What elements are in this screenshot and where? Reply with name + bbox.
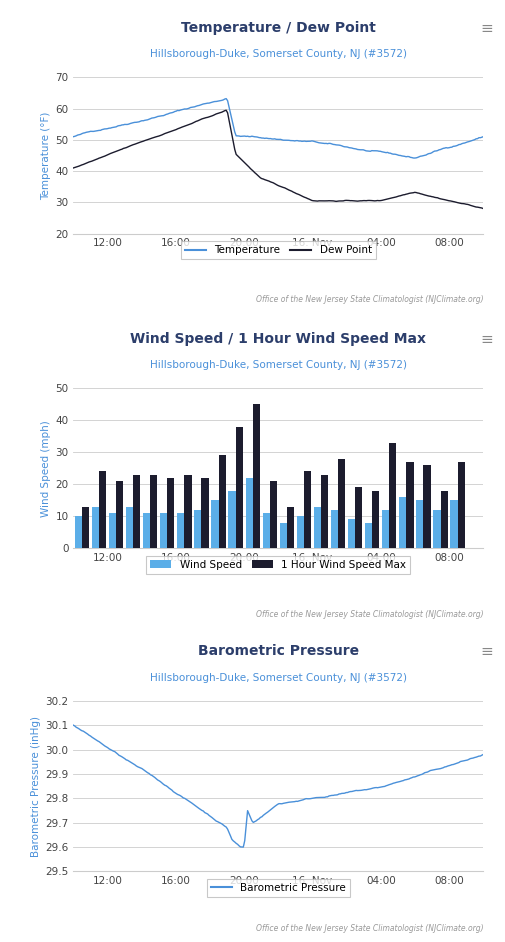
Bar [388,443,396,548]
Bar [201,478,208,548]
Bar [457,462,464,548]
Bar [304,471,311,548]
Bar [416,500,423,548]
Text: Office of the New Jersey State Climatologist (NJClimate.org): Office of the New Jersey State Climatolo… [255,609,482,619]
Bar [406,462,413,548]
Bar [116,481,123,548]
Bar [160,513,167,548]
Bar [320,475,328,548]
Bar [167,478,174,548]
Bar [440,491,447,548]
Bar [269,481,276,548]
Bar [211,500,218,548]
Text: Temperature / Dew Point: Temperature / Dew Point [180,21,375,35]
Text: Office of the New Jersey State Climatologist (NJClimate.org): Office of the New Jersey State Climatolo… [255,295,482,304]
Bar [91,507,99,548]
Bar [82,507,89,548]
Text: ≡: ≡ [480,21,492,36]
Bar [355,487,362,548]
Bar [109,513,116,548]
Bar [398,497,406,548]
Text: Hillsborough-Duke, Somerset County, NJ (#3572): Hillsborough-Duke, Somerset County, NJ (… [149,673,406,683]
Bar [75,516,82,548]
Bar [372,491,379,548]
Text: Hillsborough-Duke, Somerset County, NJ (#3572): Hillsborough-Duke, Somerset County, NJ (… [149,49,406,59]
Bar [228,491,235,548]
Bar [99,471,106,548]
Y-axis label: Barometric Pressure (inHg): Barometric Pressure (inHg) [31,716,41,856]
Text: ≡: ≡ [480,332,492,347]
Bar [423,465,430,548]
Bar [330,510,337,548]
Bar [194,510,201,548]
Bar [252,404,260,548]
Text: Wind Speed / 1 Hour Wind Speed Max: Wind Speed / 1 Hour Wind Speed Max [130,332,425,346]
Bar [126,507,133,548]
Bar [286,507,293,548]
Bar [279,523,286,548]
Legend: Temperature, Dew Point: Temperature, Dew Point [180,241,375,259]
Bar [143,513,150,548]
Bar [296,516,304,548]
Bar [133,475,140,548]
Bar [245,478,252,548]
Bar [235,427,242,548]
Y-axis label: Temperature (°F): Temperature (°F) [41,111,51,200]
Bar [364,523,372,548]
Legend: Barometric Pressure: Barometric Pressure [206,879,349,897]
Bar [381,510,388,548]
Bar [347,519,355,548]
Bar [432,510,440,548]
Y-axis label: Wind Speed (mph): Wind Speed (mph) [41,420,51,516]
Bar [313,507,320,548]
Text: Hillsborough-Duke, Somerset County, NJ (#3572): Hillsborough-Duke, Somerset County, NJ (… [149,360,406,370]
Text: Barometric Pressure: Barometric Pressure [197,644,358,658]
Bar [262,513,269,548]
Bar [177,513,184,548]
Bar [337,459,344,548]
Bar [184,475,191,548]
Text: Office of the New Jersey State Climatologist (NJClimate.org): Office of the New Jersey State Climatolo… [255,923,482,933]
Bar [449,500,457,548]
Text: ≡: ≡ [480,644,492,659]
Bar [218,455,225,548]
Legend: Wind Speed, 1 Hour Wind Speed Max: Wind Speed, 1 Hour Wind Speed Max [146,556,410,574]
Bar [150,475,157,548]
